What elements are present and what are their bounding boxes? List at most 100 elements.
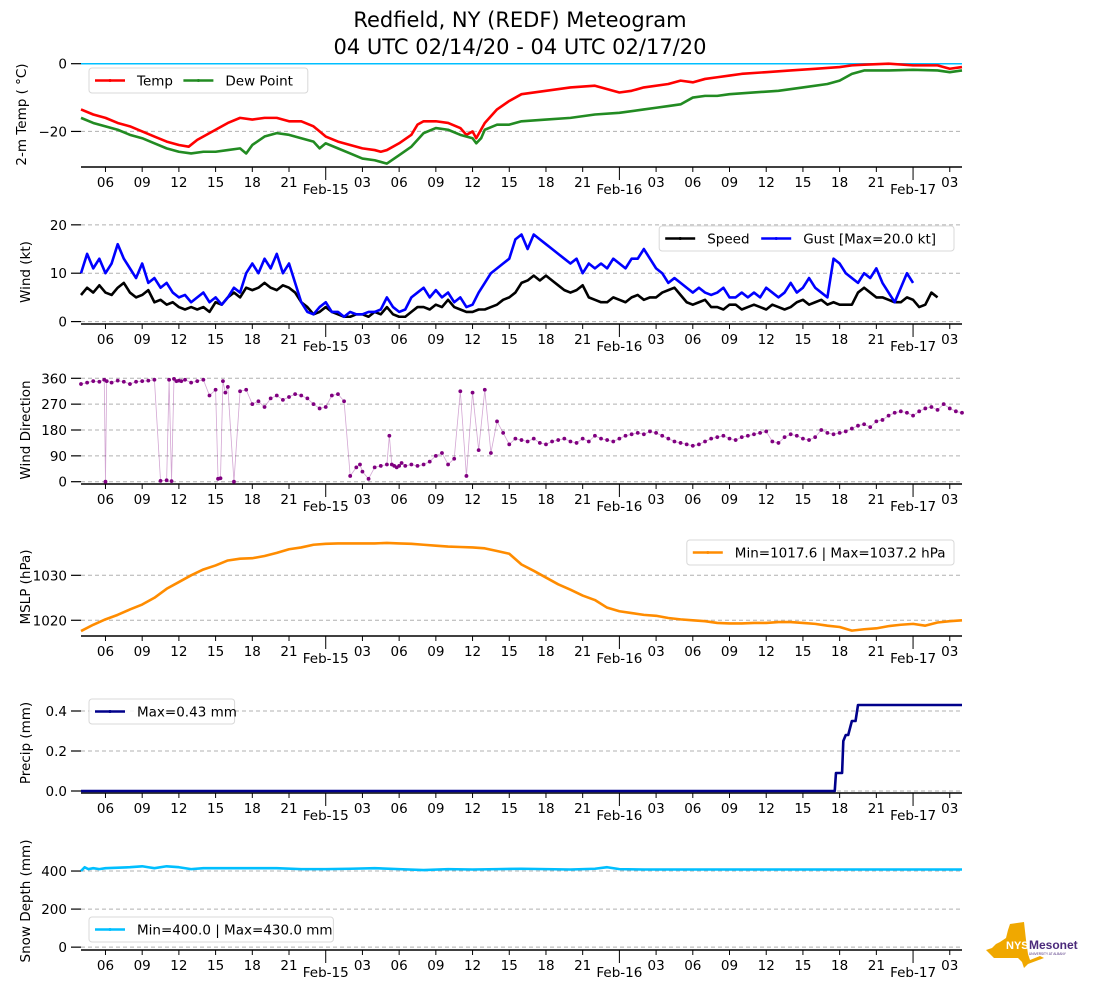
x-day-label: Feb-16: [596, 651, 642, 667]
x-tick-label: 18: [831, 644, 848, 660]
data-point: [195, 379, 200, 384]
y-axis-label: MSLP (hPa): [18, 549, 34, 624]
x-tick-label: 12: [758, 958, 775, 974]
y-tick-label: 10: [50, 266, 67, 282]
data-point: [201, 377, 206, 382]
x-day-label: Feb-15: [303, 808, 349, 824]
data-point: [672, 439, 677, 444]
new-york-state-shape-icon: [986, 922, 1044, 968]
y-tick-label: 0.2: [46, 744, 67, 760]
x-tick-label: 12: [170, 175, 187, 191]
data-point: [287, 395, 291, 399]
data-point: [452, 456, 457, 461]
data-point: [593, 433, 597, 438]
data-point: [678, 441, 683, 445]
data-point: [103, 479, 108, 484]
data-point: [115, 378, 120, 383]
legend-snow_depth: Min=400.0 | Max=430.0 mm: [88, 916, 334, 943]
x-tick-label: 18: [831, 175, 848, 191]
x-day-label: Feb-16: [596, 339, 642, 355]
data-point: [146, 378, 151, 383]
x-tick-label: 03: [354, 332, 371, 348]
legend-marker: [108, 710, 112, 713]
x-tick-label: 06: [97, 644, 114, 660]
data-point: [336, 392, 340, 396]
x-day-label: Feb-16: [596, 182, 642, 198]
x-tick-label: 06: [391, 958, 408, 974]
data-point: [189, 380, 194, 385]
y-axis-label: Wind (kt): [18, 241, 34, 303]
x-tick-label: 06: [684, 644, 701, 660]
data-point: [311, 402, 316, 407]
data-point: [256, 399, 261, 404]
data-point: [868, 425, 873, 430]
data-point: [684, 442, 689, 447]
x-tick-label: 21: [868, 644, 885, 660]
data-point: [513, 436, 518, 441]
data-point: [152, 377, 157, 382]
x-tick-label: 06: [97, 175, 114, 191]
legend-label: Max=0.43 mm: [137, 705, 237, 721]
data-point: [299, 393, 304, 398]
x-tick-label: 18: [244, 644, 261, 660]
data-point: [213, 387, 218, 392]
data-point: [476, 448, 481, 453]
data-point: [421, 462, 426, 467]
x-tick-label: 21: [868, 801, 885, 817]
data-point: [128, 382, 132, 386]
legend-temp: Temp Dew Point: [88, 67, 309, 94]
x-tick-label: 21: [280, 175, 297, 191]
x-tick-label: 09: [134, 332, 151, 348]
y-tick-label: 0: [58, 940, 67, 956]
data-point: [611, 439, 616, 444]
x-tick-label: 09: [721, 801, 738, 817]
x-tick-label: 03: [648, 175, 665, 191]
data-point: [531, 436, 536, 441]
x-tick-label: 15: [207, 175, 224, 191]
data-point: [911, 413, 915, 418]
x-tick-label: 09: [721, 644, 738, 660]
x-tick-label: 09: [721, 958, 738, 974]
x-tick-label: 09: [134, 801, 151, 817]
x-tick-label: 03: [941, 492, 958, 508]
data-point: [880, 418, 885, 422]
data-point: [856, 423, 860, 428]
data-point: [648, 429, 652, 434]
x-tick-label: 03: [354, 644, 371, 660]
legend-label: Speed: [707, 232, 749, 248]
data-point: [134, 379, 138, 384]
x-tick-label: 09: [134, 644, 151, 660]
data-point: [446, 462, 450, 467]
x-day-label: Feb-15: [303, 965, 349, 981]
data-point: [225, 385, 230, 389]
data-point: [721, 433, 726, 438]
legend-marker: [678, 237, 682, 240]
x-tick-label: 15: [794, 492, 811, 508]
legend-marker: [108, 79, 112, 82]
y-tick-label: 1020: [33, 613, 67, 629]
x-tick-label: 15: [794, 332, 811, 348]
data-point: [244, 387, 249, 392]
data-point: [397, 464, 402, 468]
data-point: [403, 464, 408, 468]
data-point: [898, 409, 903, 414]
legend-box: [88, 916, 334, 943]
data-point: [519, 438, 524, 442]
x-day-label: Feb-17: [890, 182, 936, 198]
series-line-wind-0: [80, 274, 939, 319]
data-point: [525, 439, 530, 444]
chart-title-line1: Redfield, NY (REDF) Meteogram: [353, 8, 687, 32]
x-tick-label: 09: [427, 958, 444, 974]
x-tick-label: 18: [537, 492, 554, 508]
y-axis-label: Precip (mm): [18, 702, 34, 784]
x-tick-label: 18: [831, 332, 848, 348]
data-point: [221, 379, 225, 384]
x-tick-label: 06: [391, 332, 408, 348]
data-point: [782, 435, 787, 440]
legend-label: Min=400.0 | Max=430.0 mm: [137, 923, 333, 939]
data-point: [831, 432, 836, 437]
x-tick-label: 21: [280, 644, 297, 660]
x-tick-label: 03: [648, 332, 665, 348]
x-tick-label: 06: [684, 801, 701, 817]
x-tick-label: 12: [170, 958, 187, 974]
